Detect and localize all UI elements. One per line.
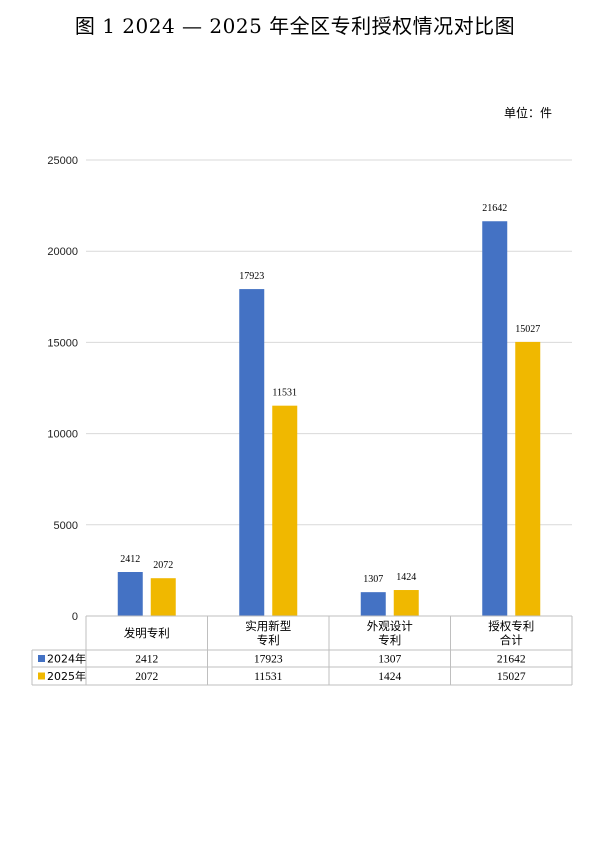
y-tick-label: 5000 [54,520,78,532]
table-cell: 11531 [254,671,283,683]
data-label: 2072 [153,560,173,571]
table-cell: 1307 [378,654,401,666]
category-label: 发明专利 [124,626,170,640]
category-label: 实用新型 [245,619,291,633]
bar-2024 [239,289,265,616]
category-label: 合计 [500,633,523,647]
data-label: 1307 [363,574,383,585]
category-label: 授权专利 [488,619,534,633]
bar-2024 [117,572,143,616]
bar-2025 [393,590,419,616]
table-cell: 17923 [254,654,283,666]
y-tick-label: 15000 [47,337,78,349]
bar-2025 [515,341,541,616]
legend-key-2024 [38,655,45,662]
bar-2025 [150,578,176,616]
legend-key-2025 [38,672,45,680]
data-label: 2412 [120,554,140,565]
chart-title: 图 1 2024 — 2025 年全区专利授权情况对比图 [74,14,516,38]
category-label: 专利 [378,633,401,647]
y-tick-label: 0 [72,611,78,623]
legend-label: 2024年 [47,652,86,666]
table-cell: 21642 [497,654,526,666]
legend-label: 2025年 [47,669,86,683]
y-tick-label: 20000 [47,246,78,258]
bar-2025 [272,405,298,616]
data-label: 11531 [272,388,297,399]
table-cell: 15027 [497,671,526,683]
category-label: 专利 [257,633,280,647]
data-label: 15027 [515,324,540,335]
table-cell: 2412 [135,654,158,666]
data-label: 21642 [482,203,507,214]
table-cell: 1424 [378,671,401,683]
data-label: 17923 [239,271,264,282]
table-cell: 2072 [135,671,158,683]
y-tick-label: 10000 [47,429,78,441]
bar-2024 [360,592,386,616]
y-tick-label: 25000 [47,155,78,167]
bar-2024 [482,221,508,616]
unit-label: 单位：件 [503,106,552,120]
data-label: 1424 [396,572,416,583]
category-label: 外观设计 [367,619,413,633]
